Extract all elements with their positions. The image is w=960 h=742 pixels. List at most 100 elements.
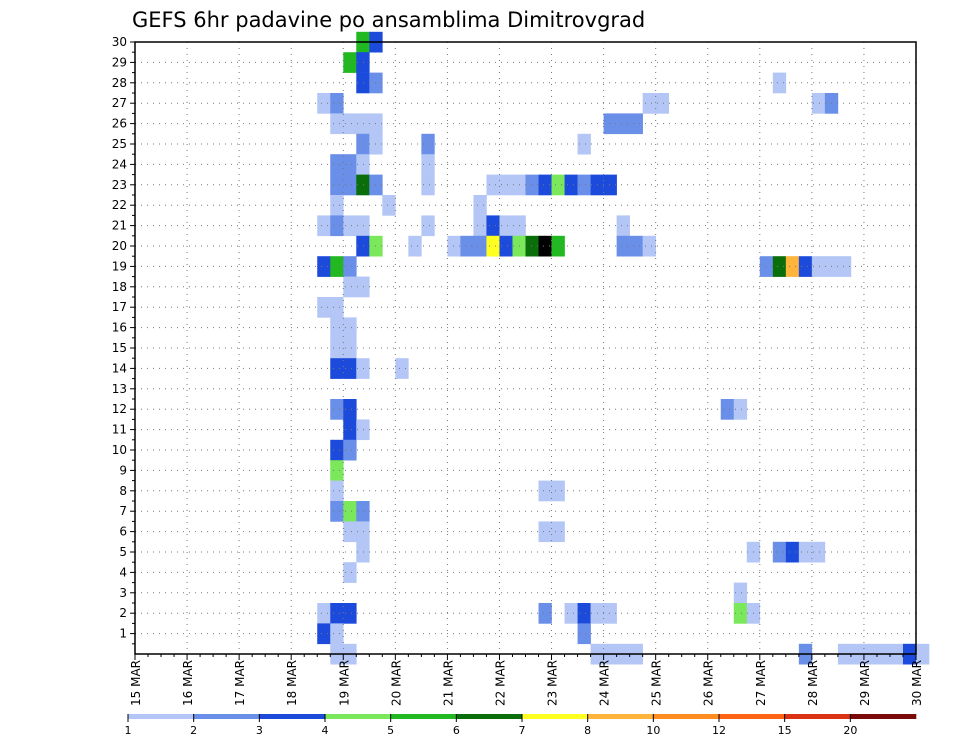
heatmap-cell	[798, 541, 813, 563]
y-tick-label: 26	[112, 117, 127, 131]
heatmap-cell	[330, 480, 344, 502]
x-tick-label: 20 MAR	[389, 660, 403, 706]
heatmap-cell	[577, 603, 591, 624]
heatmap-cell	[577, 623, 591, 645]
heatmap-cell	[343, 174, 357, 196]
heatmap-cell	[551, 521, 565, 543]
heatmap-cell	[499, 174, 513, 196]
heatmap-cell	[772, 256, 787, 277]
heatmap-cell	[317, 256, 331, 277]
colorbar-label: 10	[646, 724, 660, 737]
heatmap-cell	[343, 501, 357, 522]
heatmap-cell	[356, 521, 370, 543]
heatmap-cell	[343, 603, 357, 624]
x-tick-label: 17 MAR	[233, 660, 247, 706]
x-tick-label: 18 MAR	[285, 660, 299, 706]
colorbar-swatch	[850, 714, 917, 719]
heatmap-cell	[356, 72, 370, 94]
heatmap-cell	[772, 541, 787, 563]
heatmap-cell	[343, 154, 357, 175]
heatmap-cell	[616, 215, 630, 237]
heatmap-cell	[343, 52, 357, 73]
y-tick-label: 4	[119, 565, 127, 579]
heatmap-cell	[356, 133, 370, 155]
y-tick-label: 16	[112, 321, 127, 335]
y-tick-label: 15	[112, 341, 127, 355]
heatmap-cells	[317, 31, 930, 665]
heatmap-cell	[733, 399, 748, 420]
heatmap-cell	[486, 215, 500, 237]
heatmap-cell	[772, 72, 787, 94]
heatmap-cell	[473, 235, 487, 257]
heatmap-cell	[317, 215, 331, 237]
y-tick-label: 5	[119, 545, 127, 559]
colorbar-swatch	[390, 714, 457, 719]
colorbar-label: 12	[712, 724, 726, 737]
heatmap-cell	[473, 215, 487, 237]
heatmap-cell	[356, 154, 370, 175]
x-tick-label: 22 MAR	[493, 660, 507, 706]
heatmap-cell	[499, 235, 513, 257]
y-tick-label: 9	[119, 463, 127, 477]
y-tick-label: 20	[112, 239, 127, 253]
heatmap-cell	[356, 52, 370, 73]
heatmap-cell	[317, 297, 331, 318]
y-tick-label: 6	[119, 525, 127, 539]
heatmap-cell	[642, 235, 656, 257]
heatmap-cell	[343, 419, 357, 441]
heatmap-cell	[551, 235, 565, 257]
heatmap-cell	[356, 215, 370, 237]
heatmap-cell	[421, 215, 435, 237]
heatmap-cell	[577, 174, 591, 196]
heatmap-cell	[330, 501, 344, 522]
heatmap-cell	[330, 603, 344, 624]
heatmap-cell	[460, 235, 474, 257]
heatmap-cell	[629, 235, 643, 257]
heatmap-cell	[330, 439, 344, 461]
heatmap-cell	[486, 174, 500, 196]
heatmap-cell	[330, 174, 344, 196]
heatmap-cell	[421, 133, 435, 155]
heatmap-cell	[343, 521, 357, 543]
heatmap-cell	[811, 256, 826, 277]
y-tick-label: 10	[112, 443, 127, 457]
y-tick-label: 18	[112, 280, 127, 294]
heatmap-cell	[785, 256, 800, 277]
y-tick-label: 12	[112, 402, 127, 416]
y-tick-label: 13	[112, 382, 127, 396]
colorbar-label: 7	[519, 724, 526, 737]
heatmap-cell	[603, 113, 617, 135]
heatmap-cell	[330, 113, 344, 135]
heatmap-cell	[655, 93, 669, 114]
x-tick-label: 27 MAR	[754, 660, 768, 706]
heatmap-cell	[343, 256, 357, 277]
colorbar-label: 15	[778, 724, 792, 737]
y-tick-label: 21	[112, 219, 127, 233]
heatmap-cell	[330, 297, 344, 318]
colorbar-swatch	[259, 714, 326, 719]
heatmap-cell	[356, 419, 370, 441]
heatmap-cell	[759, 256, 774, 277]
heatmap-cell	[538, 480, 552, 502]
heatmap-cell	[330, 317, 344, 339]
colorbar-label: 8	[584, 724, 591, 737]
heatmap-cell	[330, 337, 344, 359]
heatmap-cell	[499, 215, 513, 237]
colorbar-swatch	[587, 714, 654, 719]
heatmap-cell	[343, 215, 357, 237]
heatmap-cell	[916, 643, 930, 665]
y-tick-label: 25	[112, 137, 127, 151]
heatmap-cell	[356, 235, 370, 257]
heatmap-cell	[330, 154, 344, 175]
heatmap-cell	[564, 174, 578, 196]
heatmap-cell	[382, 195, 396, 216]
y-axis: 1234567891011121314151617181920212223242…	[112, 35, 135, 645]
colorbar-swatch	[522, 714, 588, 719]
heatmap-cell	[837, 256, 852, 277]
heatmap-cell	[330, 399, 344, 420]
y-tick-label: 3	[119, 586, 127, 600]
heatmap-cell	[538, 174, 552, 196]
x-tick-label: 29 MAR	[858, 660, 872, 706]
heatmap-cell	[317, 93, 331, 114]
heatmap-cell	[603, 174, 617, 196]
